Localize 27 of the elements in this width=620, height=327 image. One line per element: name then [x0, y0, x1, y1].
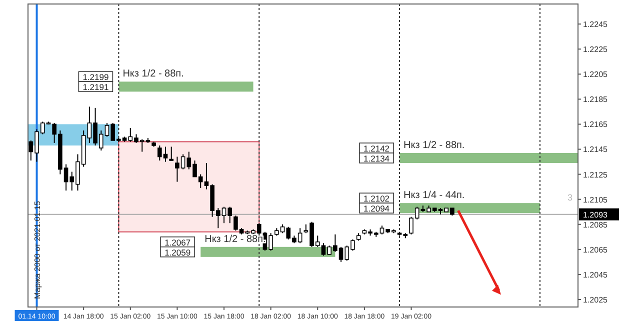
- y-tick-label: 1.2145: [583, 145, 608, 154]
- band-label: Нкз 1/2 - 88п.: [122, 68, 184, 80]
- ref-line-label: 1.2093: [583, 210, 608, 220]
- annotation: 1.2134: [364, 153, 390, 164]
- candlestick: [169, 146, 174, 162]
- annotation: 1.2142: [364, 143, 390, 154]
- y-tick-label: 1.2125: [583, 170, 608, 180]
- y-tick-label: 1.2185: [583, 95, 608, 104]
- annotation: 1.2191: [82, 82, 109, 92]
- annotation: Маржа 2000 от 2021.01.15: [33, 200, 42, 299]
- y-tick-label: 1.2025: [583, 295, 608, 304]
- y-tick-label: 1.2245: [583, 20, 608, 30]
- y-tick-label: 1.2225: [583, 45, 608, 54]
- y-tick-label: 1.2045: [583, 270, 608, 280]
- annotation: 1.2102: [364, 194, 390, 204]
- annotation: 1.2067: [164, 237, 191, 248]
- annotation: 1.2059: [164, 247, 191, 258]
- annotation: 1.2094: [364, 204, 390, 214]
- y-tick-label: 1.2105: [583, 195, 608, 204]
- annotation: 3: [567, 192, 573, 203]
- y-tick-label: 1.2085: [583, 220, 608, 230]
- band-label: Нкз 1/2 - 88п.: [404, 140, 465, 151]
- annotation: 1.2199: [82, 72, 109, 82]
- y-tick-label: 1.2205: [583, 70, 608, 80]
- y-tick-label: 1.2165: [583, 120, 608, 130]
- band-label: Нкз 1/4 - 44п.: [404, 190, 465, 202]
- y-tick-label: 1.2065: [583, 245, 608, 254]
